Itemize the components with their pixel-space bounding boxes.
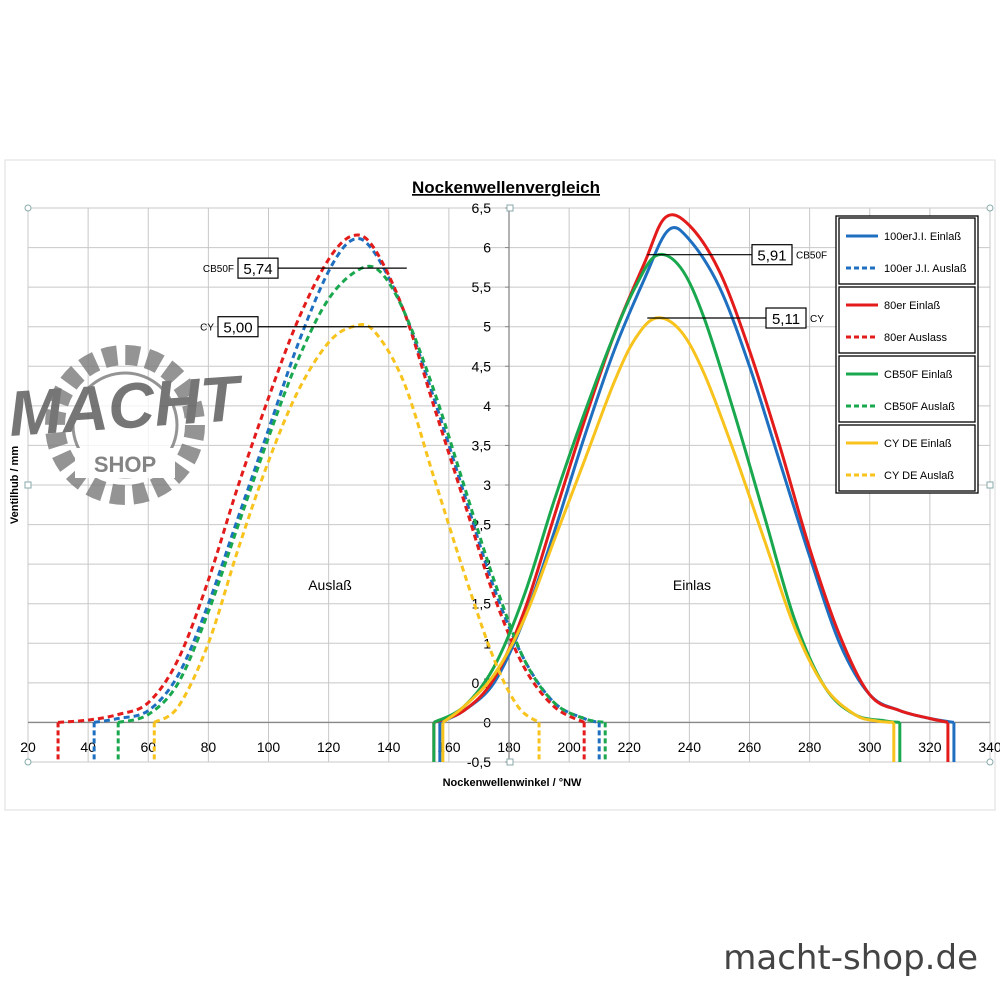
resize-handle[interactable] bbox=[986, 204, 994, 212]
legend-group-box bbox=[838, 286, 976, 354]
y-tick-label: -0,5 bbox=[467, 754, 491, 770]
legend-entry-label: CB50F Einlaß bbox=[884, 369, 953, 381]
y-tick-label: 5 bbox=[483, 319, 491, 335]
y-tick-label: 5,5 bbox=[472, 279, 492, 295]
series-line-4 bbox=[57, 233, 585, 724]
legend-entry-label: 100er J.I. Auslaß bbox=[884, 263, 967, 275]
legend-entry-label: 80er Auslass bbox=[884, 332, 947, 344]
y-tick-label: 3,5 bbox=[472, 437, 492, 453]
x-tick-label: 200 bbox=[557, 739, 581, 755]
resize-handle[interactable] bbox=[986, 758, 994, 766]
logo-subtext: SHOP bbox=[94, 452, 156, 477]
region-label-exhaust: Auslaß bbox=[308, 577, 352, 593]
annotation-box bbox=[237, 257, 279, 279]
annotation-layer: 5,74 CB50F 5,00 CY 5,91 CB50F 5,11 CY bbox=[200, 244, 827, 338]
legend-entry-label: 100erJ.I. Einlaß bbox=[884, 231, 961, 243]
x-tick-label: 220 bbox=[618, 739, 642, 755]
annotation-value: 5,00 bbox=[223, 320, 252, 337]
y-tick-label: 6,5 bbox=[472, 200, 492, 216]
marker-layer bbox=[56, 722, 956, 762]
series-line-3 bbox=[433, 213, 949, 724]
selection-handles bbox=[24, 204, 994, 766]
x-tick-label: 340 bbox=[978, 739, 1000, 755]
legend-entry-label: 80er Einlaß bbox=[884, 300, 941, 312]
y-tick-label: 4 bbox=[483, 398, 491, 414]
y-axis-label: Ventilhub / mm bbox=[9, 446, 21, 524]
series-layer bbox=[57, 213, 955, 724]
x-tick-label: 20 bbox=[20, 739, 36, 755]
resize-handle[interactable] bbox=[506, 758, 514, 766]
legend-entry-label: CY DE Auslaß bbox=[884, 470, 954, 482]
legend-group-box bbox=[838, 217, 976, 285]
y-tick-label: 3 bbox=[483, 477, 491, 493]
annotation-box bbox=[751, 244, 793, 266]
x-axis-label: Nockenwellenwinkel / °NW bbox=[443, 777, 582, 789]
annotation-value: 5,91 bbox=[757, 248, 786, 265]
x-tick-label: 60 bbox=[140, 739, 156, 755]
legend-group-box bbox=[838, 424, 976, 492]
resize-handle[interactable] bbox=[24, 481, 32, 489]
logo-text: MACHT bbox=[6, 362, 246, 450]
resize-handle[interactable] bbox=[24, 204, 32, 212]
resize-handle[interactable] bbox=[506, 204, 514, 212]
y-tick-label: 6 bbox=[483, 240, 491, 256]
macht-shop-logo: MACHT SHOP bbox=[6, 345, 247, 505]
y-tick-label: 4,5 bbox=[472, 358, 492, 374]
axis-layer: 20 40 60 80 100 120 140 160 180 200 220 240 260 280 30… bbox=[20, 200, 1000, 770]
x-tick-label: 320 bbox=[918, 739, 942, 755]
y-tick-label: 1,5 bbox=[472, 596, 492, 612]
legend: 100erJ.I. Einlaß 100er J.I. Auslaß 80er Ei… bbox=[835, 215, 979, 494]
series-line-6 bbox=[117, 264, 606, 724]
x-tick-label: 40 bbox=[80, 739, 96, 755]
annotation-label: CB50F bbox=[796, 251, 827, 262]
x-tick-label: 300 bbox=[858, 739, 882, 755]
annotation-value: 5,74 bbox=[243, 261, 272, 278]
resize-handle[interactable] bbox=[986, 481, 994, 489]
x-tick-label: 140 bbox=[377, 739, 401, 755]
annotation-value: 5,11 bbox=[772, 311, 800, 328]
annotation-label: CY bbox=[810, 314, 824, 325]
series-line-2 bbox=[93, 237, 600, 724]
chart-title: Nockenwellenvergleich bbox=[412, 178, 600, 197]
legend-entry-label: CB50F Auslaß bbox=[884, 401, 955, 413]
x-tick-label: 260 bbox=[738, 739, 762, 755]
annotation-label: CY bbox=[200, 323, 214, 334]
annotation-box bbox=[217, 316, 259, 338]
annotation-label: CB50F bbox=[203, 264, 234, 275]
resize-handle[interactable] bbox=[24, 758, 32, 766]
x-tick-label: 120 bbox=[317, 739, 341, 755]
annotation-box bbox=[765, 307, 807, 329]
gear-icon bbox=[45, 345, 205, 505]
x-tick-label: 80 bbox=[201, 739, 217, 755]
region-label-intake: Einlas bbox=[673, 577, 711, 593]
legend-entry-label: CY DE Einlaß bbox=[884, 438, 952, 450]
logo-shop-band bbox=[75, 448, 175, 478]
x-tick-label: 280 bbox=[798, 739, 822, 755]
footer-site-url[interactable]: macht-shop.de bbox=[723, 938, 978, 978]
x-tick-label: 240 bbox=[678, 739, 702, 755]
x-tick-label: 100 bbox=[257, 739, 281, 755]
series-line-7 bbox=[442, 316, 894, 724]
legend-group-box bbox=[838, 355, 976, 423]
